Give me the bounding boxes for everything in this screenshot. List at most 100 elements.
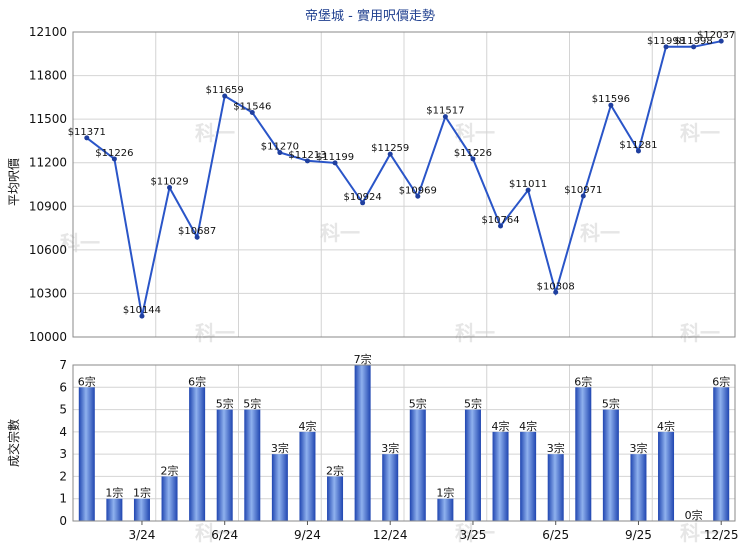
count-data-label: 6宗: [712, 374, 730, 388]
count-data-label: 2宗: [161, 463, 179, 477]
price-point: [304, 158, 310, 164]
price-plot-frame: [72, 31, 736, 338]
x-tick-label: 9/25: [625, 528, 652, 542]
count-data-label: 2宗: [326, 463, 344, 477]
count-y-tick-label: 6: [59, 380, 67, 394]
price-point: [442, 114, 448, 120]
count-bar: [106, 498, 123, 521]
price-point: [332, 160, 338, 166]
price-y-tick-label: 10000: [29, 330, 67, 344]
count-y-tick-label: 1: [59, 492, 67, 506]
price-point: [194, 234, 200, 240]
count-y-tick-label: 0: [59, 514, 67, 528]
price-point: [663, 44, 669, 50]
count-data-label: 3宗: [547, 441, 565, 455]
price-data-label: $10764: [481, 215, 519, 226]
price-y-tick-label: 12100: [29, 25, 67, 39]
count-y-tick-label: 3: [59, 447, 67, 461]
price-y-tick-label: 11800: [29, 69, 67, 83]
price-data-label: $11029: [150, 177, 188, 188]
count-bar: [299, 431, 316, 521]
price-point: [277, 150, 283, 156]
price-data-label: $11659: [206, 85, 244, 96]
count-y-tick-labels: 0 1 2 3 4 5 6 7: [59, 358, 67, 528]
count-data-label: 0宗: [685, 508, 703, 522]
count-bars: [78, 365, 730, 521]
price-points: [84, 38, 724, 319]
price-data-label: $12037: [697, 30, 735, 41]
price-y-tick-labels: 10000 10300 10600 10900 11200 11500 11800 12100: [29, 25, 67, 344]
count-plot-frame: [72, 364, 736, 522]
price-y-axis-label: 平均呎價: [7, 158, 21, 206]
price-point: [718, 38, 724, 44]
count-bar: [78, 387, 95, 521]
count-bar: [602, 409, 619, 521]
count-data-label: 3宗: [381, 441, 399, 455]
price-data-label: $11998: [675, 36, 713, 47]
count-data-label: 6宗: [188, 374, 206, 388]
price-data-label: $11998: [647, 36, 685, 47]
watermarks: 科一 科一 科一 科一 科一 科一 科一 科一 科一 科一 科一 科一: [60, 121, 720, 545]
count-data-label: 7宗: [354, 352, 372, 366]
price-point: [167, 185, 173, 191]
count-bar: [713, 387, 730, 521]
price-point: [470, 156, 476, 162]
price-point: [111, 156, 117, 162]
x-tick-labels: 3/24 6/24 9/24 12/24 3/25 6/25 9/25 12/25: [128, 528, 738, 542]
x-tick-label: 9/24: [294, 528, 321, 542]
price-data-label: $10687: [178, 226, 216, 237]
count-data-label: 5宗: [216, 397, 234, 411]
count-data-label: 5宗: [464, 397, 482, 411]
price-y-tick-label: 11200: [29, 156, 67, 170]
price-point: [139, 313, 145, 319]
price-data-label: $10969: [399, 185, 437, 196]
price-data-label: $11371: [68, 127, 106, 138]
watermark: 科一: [455, 321, 495, 345]
price-data-label: $10971: [564, 185, 602, 196]
count-data-label: 6宗: [574, 374, 592, 388]
price-point: [387, 151, 393, 157]
price-data-label: $11259: [371, 143, 409, 154]
price-y-tick-label: 10600: [29, 243, 67, 257]
price-data-label: $11596: [592, 94, 630, 105]
count-data-label: 5宗: [602, 397, 620, 411]
count-bar: [189, 387, 206, 521]
price-series-line: [86, 40, 722, 317]
count-bar: [547, 454, 564, 521]
count-bar: [327, 476, 344, 521]
price-data-label: $11226: [454, 148, 492, 159]
price-point: [249, 109, 255, 115]
price-point: [525, 187, 531, 193]
price-data-label: $11517: [426, 106, 464, 117]
count-data-label: 4宗: [492, 419, 510, 433]
x-tick-label: 12/25: [704, 528, 739, 542]
chart-title: 帝堡城 - 實用呎價走勢: [305, 8, 435, 24]
price-data-labels: $11371 $11226 $10144 $11029 $10687 $11659 $115…: [68, 30, 736, 316]
price-data-label: $11270: [261, 142, 299, 153]
price-point: [553, 289, 559, 295]
price-data-label: $10308: [537, 281, 575, 292]
x-tick-label: 6/25: [542, 528, 569, 542]
count-bar: [437, 498, 454, 521]
watermark: 科一: [580, 221, 620, 245]
count-y-tick-label: 5: [59, 403, 67, 417]
count-bar: [492, 431, 509, 521]
count-data-label: 4宗: [519, 419, 537, 433]
price-data-label: $11213: [288, 150, 326, 161]
price-point: [580, 193, 586, 199]
count-y-tick-label: 4: [59, 425, 67, 439]
count-bar: [161, 476, 178, 521]
price-point: [635, 148, 641, 154]
count-bar: [630, 454, 647, 521]
count-y-tick-label: 7: [59, 358, 67, 372]
count-bar: [658, 431, 675, 521]
count-bar: [520, 431, 537, 521]
count-bar: [133, 498, 150, 521]
count-bar: [409, 409, 426, 521]
price-y-tick-label: 10900: [29, 199, 67, 213]
count-data-label: 4宗: [657, 419, 675, 433]
price-point: [222, 93, 228, 99]
watermark: 科一: [455, 521, 495, 545]
price-point: [498, 223, 504, 229]
